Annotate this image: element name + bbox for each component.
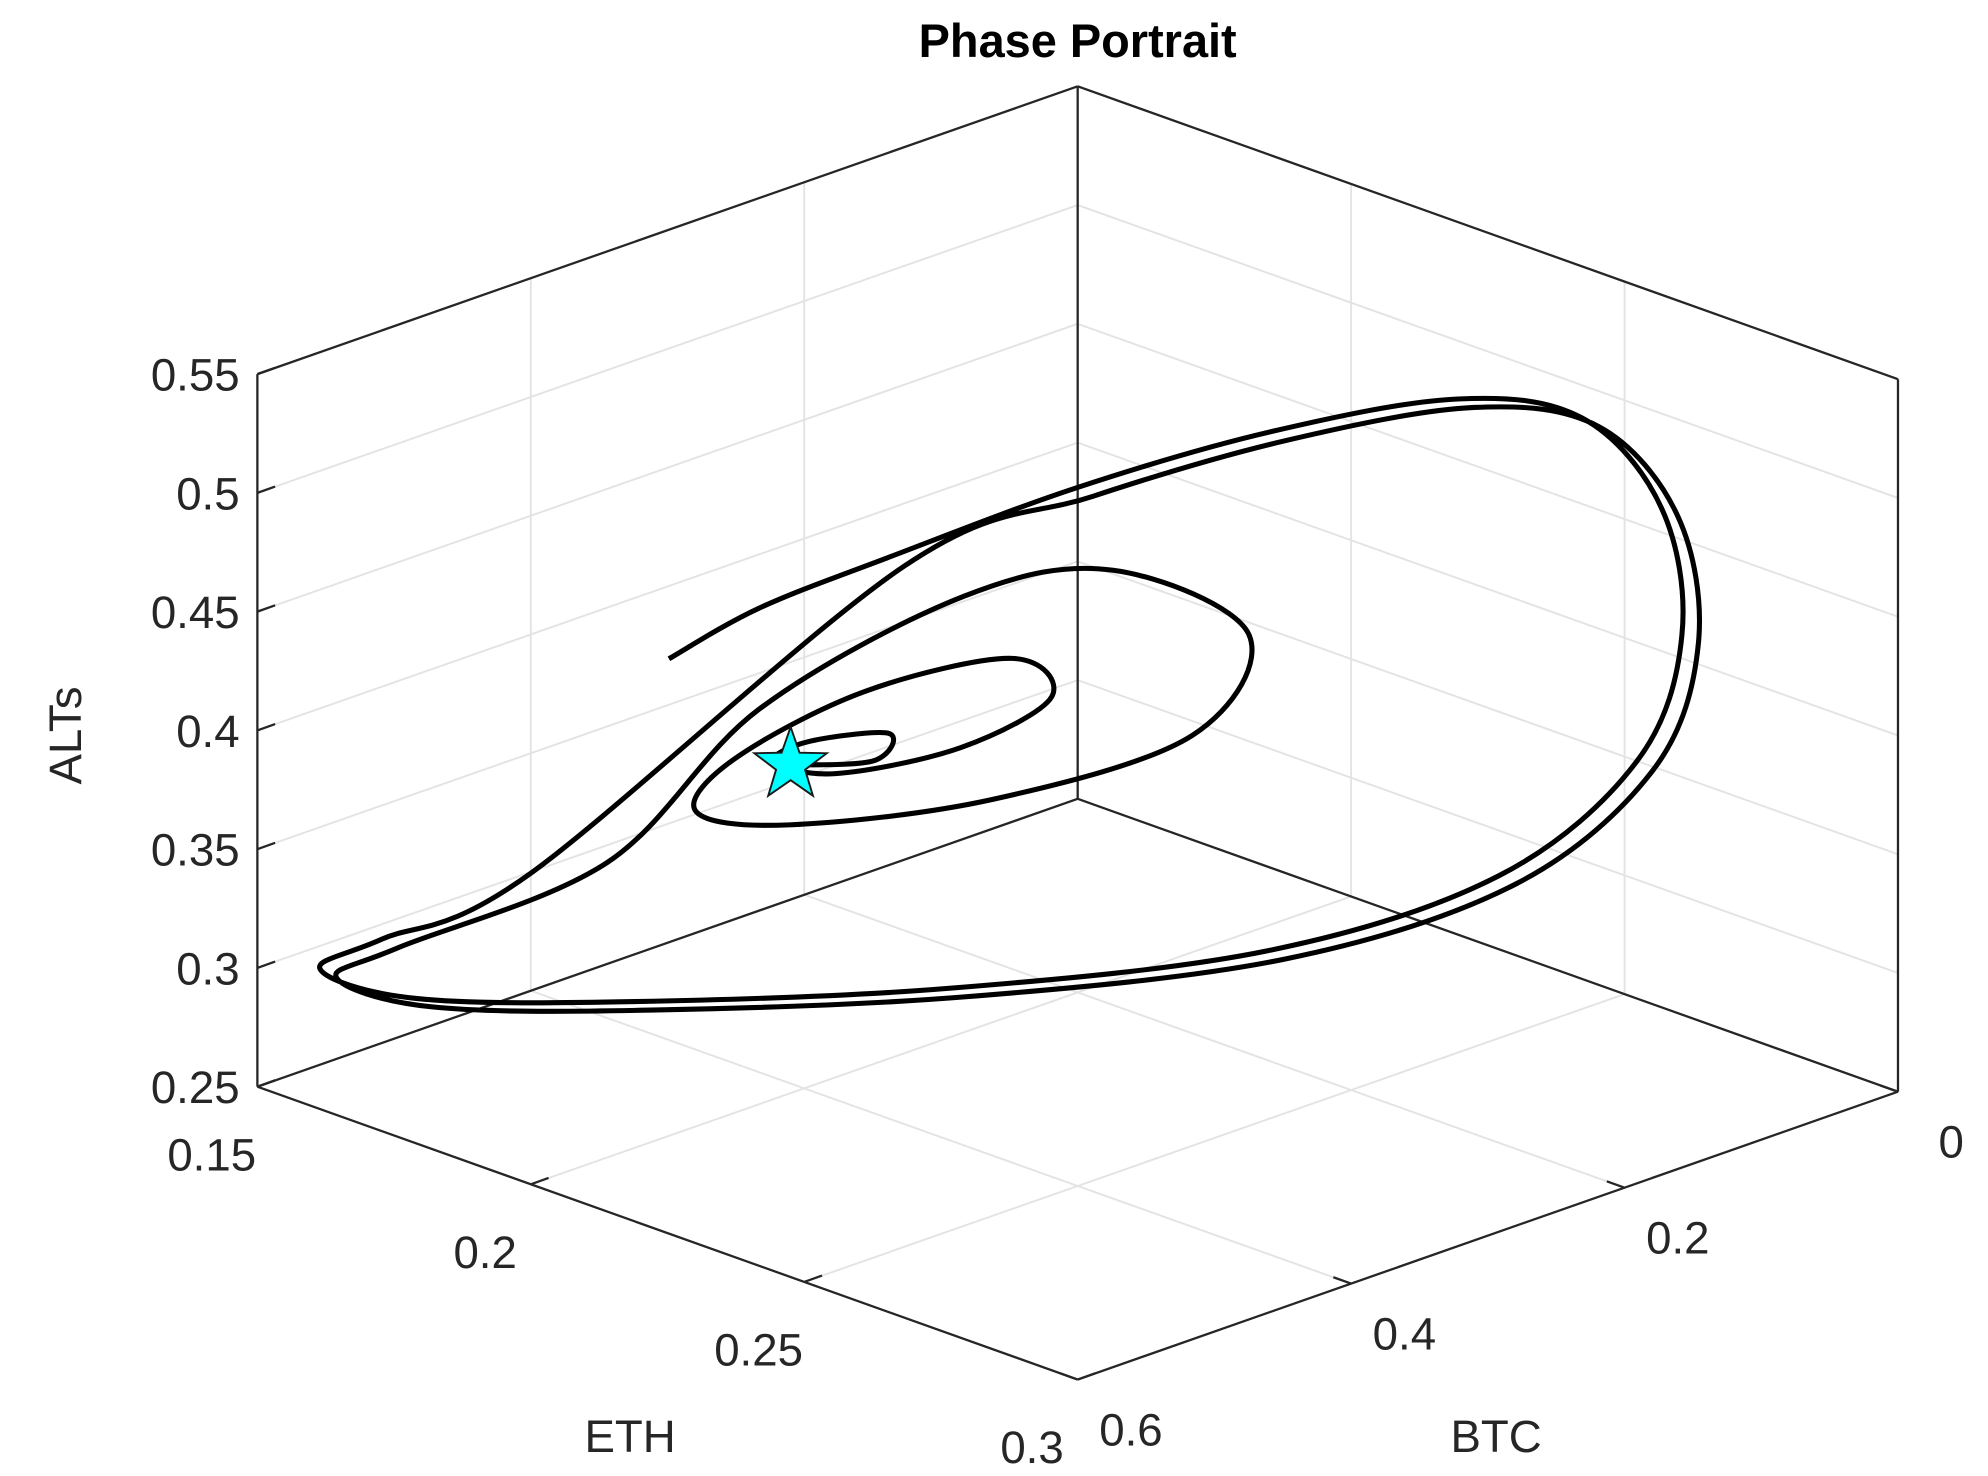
z-tick-label: 0.55 [151, 350, 240, 401]
y-tick [1059, 1372, 1079, 1381]
grid-line [803, 993, 1625, 1283]
y-tick [1606, 1180, 1625, 1189]
grid-line [257, 560, 1078, 851]
trajectory [317, 395, 1702, 1014]
grid-line [1077, 560, 1899, 856]
x-tick-label: 0.3 [1000, 1422, 1063, 1473]
z-tick [256, 366, 276, 376]
grid-line [1077, 204, 1899, 499]
grid-line [257, 679, 1078, 969]
y-tick-label: 0.6 [1099, 1404, 1162, 1455]
x-tick [530, 1176, 549, 1186]
grid-line [1077, 322, 1899, 618]
z-tick [256, 604, 276, 613]
z-tick [256, 960, 276, 969]
box-edge [256, 1085, 1079, 1381]
z-tick-label: 0.3 [176, 943, 239, 994]
plot-area [317, 395, 1702, 1014]
grid-line [1077, 441, 1899, 737]
grid-line [257, 204, 1078, 494]
z-tick-label: 0.35 [151, 825, 240, 876]
z-tick [256, 1079, 276, 1088]
z-tick [256, 841, 276, 851]
chart-title: Phase Portrait [919, 15, 1237, 67]
grid-line [530, 895, 1352, 1186]
z-tick-label: 0.4 [176, 706, 239, 757]
grid-line [530, 989, 1352, 1285]
x-tick [1077, 1372, 1096, 1381]
z-tick [256, 485, 276, 494]
y-tick [1879, 1084, 1899, 1093]
z-tick [256, 722, 276, 732]
z-tick-label: 0.5 [176, 468, 239, 519]
labels: 0.15 0.2 0.25 0.3 0 0.2 0.4 0.6 0.25 0.3 0.35 0.4 0.… [151, 350, 1964, 1474]
x-tick-label: 0.2 [453, 1227, 516, 1278]
z-axis-label: ALTs [40, 686, 91, 784]
x-tick [803, 1274, 823, 1283]
grid-line [257, 441, 1078, 732]
x-tick-label: 0.25 [714, 1325, 803, 1376]
y-tick [1332, 1276, 1352, 1285]
box-edge [1077, 85, 1899, 381]
grid-line [257, 322, 1078, 613]
x-tick-label: 0.15 [167, 1129, 256, 1180]
y-tick-label: 0.2 [1646, 1213, 1709, 1264]
grid-line [1077, 679, 1899, 974]
box-edge [256, 797, 1079, 1088]
box-edge [1077, 797, 1899, 1093]
y-axis-label: BTC [1450, 1411, 1541, 1462]
x-axis-label: ETH [585, 1411, 676, 1462]
y-tick-label: 0.4 [1373, 1309, 1436, 1360]
box-edge [256, 85, 1079, 376]
z-tick-label: 0.45 [151, 587, 240, 638]
box-edge [1077, 1090, 1899, 1381]
grid-line [803, 893, 1625, 1189]
y-tick-label: 0 [1939, 1117, 1964, 1168]
equilibrium-star [751, 724, 830, 799]
axes-box [256, 85, 1900, 1381]
z-tick-label: 0.25 [151, 1062, 240, 1113]
